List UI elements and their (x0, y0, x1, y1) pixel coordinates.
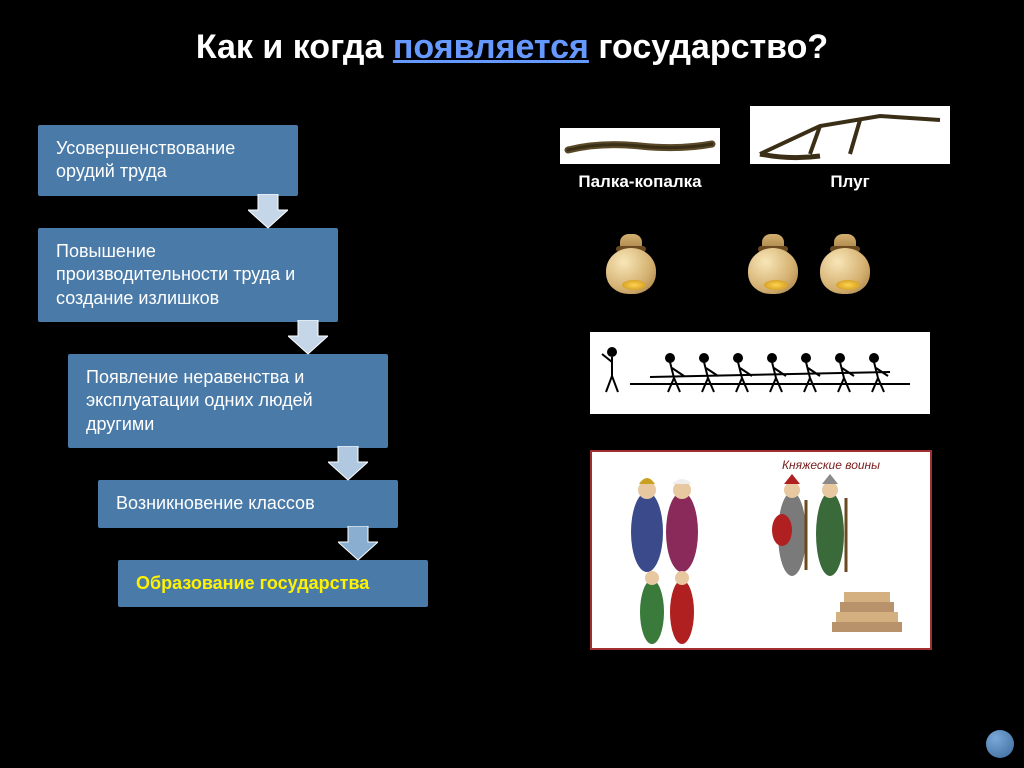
slide-title: Как и когда появляется государство? (0, 0, 1024, 67)
flow-step-5: Образование государства (118, 560, 428, 607)
classes-caption: Княжеские воины (782, 458, 880, 472)
labor-illustration (590, 332, 930, 414)
flow-step-1: Усовершенствование орудий труда (38, 125, 298, 196)
flow-arrow-1 (38, 196, 488, 228)
nav-next-button[interactable] (986, 730, 1014, 758)
stick-label: Палка-копалка (560, 172, 720, 192)
sack-double-1 (742, 228, 804, 294)
flow-step-4: Возникновение классов (98, 480, 398, 527)
flow-arrow-4 (38, 528, 488, 560)
people-pulling-image (590, 332, 930, 414)
tools-illustration: Палка-копалка Плуг (560, 106, 980, 192)
classes-image: Княжеские воины (590, 450, 932, 650)
stick-image (560, 128, 720, 164)
title-part1: Как и когда (196, 28, 393, 66)
sack-single (600, 228, 662, 294)
sack-double-2 (814, 228, 876, 294)
plough-label: Плуг (750, 172, 950, 192)
flow-arrow-2 (38, 322, 488, 354)
sacks-illustration (600, 228, 876, 294)
title-part2: государство? (589, 28, 828, 66)
flowchart: Усовершенствование орудий труда Повышени… (38, 125, 488, 607)
plough-image (750, 106, 950, 164)
classes-illustration: Княжеские воины (590, 450, 932, 650)
title-highlighted: появляется (393, 28, 589, 66)
flow-step-3: Появление неравенства и эксплуатации одн… (68, 354, 388, 448)
flow-arrow-3 (38, 448, 488, 480)
flow-step-2: Повышение производительности труда и соз… (38, 228, 338, 322)
